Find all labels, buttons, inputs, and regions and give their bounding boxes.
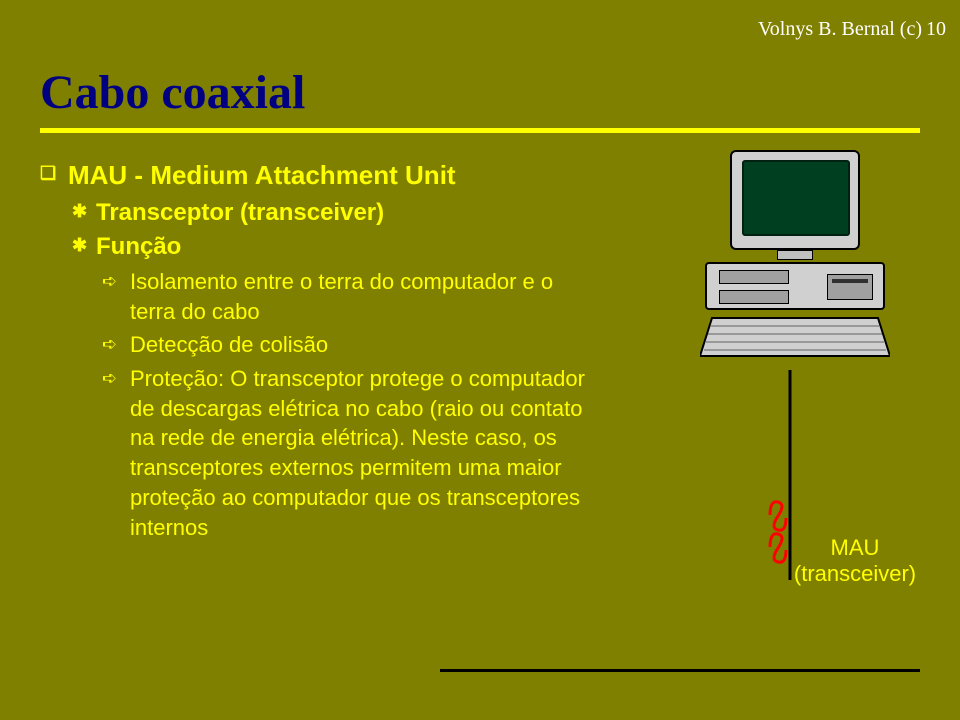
slide-title: Cabo coaxial bbox=[40, 65, 305, 120]
bullet-l2-transceptor: Transceptor (transceiver) bbox=[40, 199, 600, 227]
mau-label-line1: MAU bbox=[780, 535, 930, 561]
page-number: 10 bbox=[926, 18, 946, 41]
desktop-box-icon bbox=[705, 262, 885, 310]
content-area: MAU - Medium Attachment Unit Transceptor… bbox=[40, 160, 600, 546]
bullet-l1: MAU - Medium Attachment Unit bbox=[40, 160, 600, 191]
bullet-l3-isolamento: Isolamento entre o terra do computador e… bbox=[40, 267, 600, 326]
computer-illustration bbox=[685, 150, 905, 358]
keyboard-icon bbox=[700, 316, 890, 358]
bullet-l3-deteccao: Detecção de colisão bbox=[40, 330, 600, 360]
bullet-l3-protecao: Proteção: O transceptor protege o comput… bbox=[40, 364, 600, 542]
monitor-icon bbox=[725, 150, 865, 260]
mau-label-line2: (transceiver) bbox=[780, 561, 930, 587]
author-credit: Volnys B. Bernal (c) bbox=[758, 18, 922, 41]
mau-label: MAU (transceiver) bbox=[780, 535, 930, 587]
bottom-divider bbox=[440, 669, 920, 672]
title-underline bbox=[40, 128, 920, 133]
bullet-l2-funcao: Função bbox=[40, 233, 600, 261]
